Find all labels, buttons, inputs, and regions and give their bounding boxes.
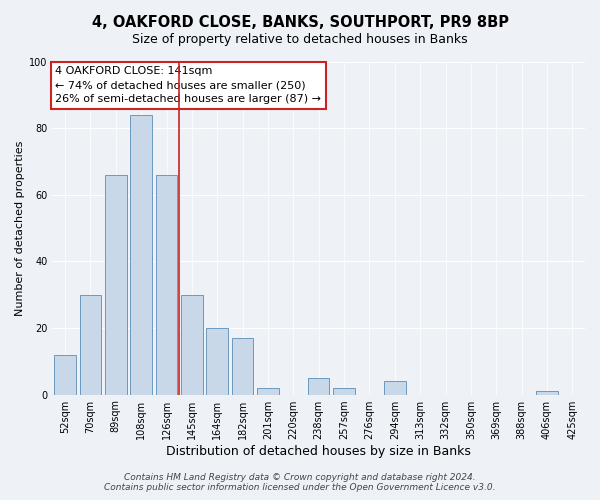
- Text: 4, OAKFORD CLOSE, BANKS, SOUTHPORT, PR9 8BP: 4, OAKFORD CLOSE, BANKS, SOUTHPORT, PR9 …: [91, 15, 509, 30]
- Bar: [257, 388, 279, 394]
- X-axis label: Distribution of detached houses by size in Banks: Distribution of detached houses by size …: [166, 444, 471, 458]
- Bar: [181, 294, 203, 394]
- Bar: [232, 338, 253, 394]
- Bar: [333, 388, 355, 394]
- Bar: [206, 328, 228, 394]
- Bar: [80, 294, 101, 394]
- Bar: [536, 392, 558, 394]
- Text: Contains HM Land Registry data © Crown copyright and database right 2024.
Contai: Contains HM Land Registry data © Crown c…: [104, 473, 496, 492]
- Bar: [384, 382, 406, 394]
- Bar: [308, 378, 329, 394]
- Text: Size of property relative to detached houses in Banks: Size of property relative to detached ho…: [132, 32, 468, 46]
- Text: 4 OAKFORD CLOSE: 141sqm
← 74% of detached houses are smaller (250)
26% of semi-d: 4 OAKFORD CLOSE: 141sqm ← 74% of detache…: [55, 66, 321, 104]
- Bar: [130, 115, 152, 394]
- Bar: [156, 174, 178, 394]
- Bar: [55, 354, 76, 395]
- Y-axis label: Number of detached properties: Number of detached properties: [15, 140, 25, 316]
- Bar: [105, 174, 127, 394]
